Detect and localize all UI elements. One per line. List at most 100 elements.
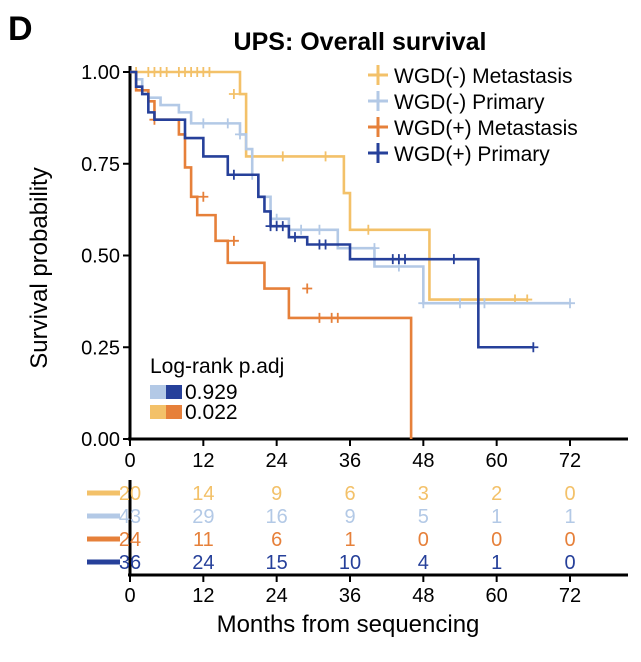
- risk-count: 0: [564, 552, 575, 574]
- censor-mark: [363, 224, 374, 235]
- censor-mark: [296, 224, 307, 235]
- legend-label: WGD(-) Primary: [394, 91, 545, 114]
- legend-marker: [368, 143, 388, 163]
- censor-mark: [228, 169, 239, 180]
- survival-curve: [130, 70, 528, 301]
- censor-mark: [222, 118, 233, 129]
- pvalue-primary: 0.929: [185, 381, 238, 404]
- risk-count: 0: [418, 529, 429, 551]
- censor-mark: [369, 243, 380, 254]
- risk-count: 4: [418, 552, 429, 574]
- risk-count: 10: [339, 552, 361, 574]
- censor-mark: [479, 298, 490, 309]
- censor-mark: [565, 298, 575, 309]
- legend-marker: [368, 91, 388, 111]
- survival-curve: [130, 70, 534, 349]
- risk-count: 24: [119, 529, 141, 551]
- risk-count: 16: [266, 506, 288, 528]
- y-tick-label: 0.50: [81, 246, 120, 268]
- risk-x-tick-label: 48: [412, 585, 434, 607]
- legend-marker: [368, 65, 388, 85]
- censor-mark: [290, 232, 300, 243]
- censor-mark: [528, 342, 539, 353]
- y-tick-label: 0.25: [81, 337, 120, 359]
- x-tick-label: 36: [339, 450, 361, 472]
- chart-title: UPS: Overall survival: [234, 28, 487, 56]
- x-tick-label: 60: [486, 450, 508, 472]
- pvalue-swatch-met-light: [150, 405, 166, 419]
- censor-mark: [314, 312, 325, 323]
- censor-mark: [302, 283, 313, 294]
- risk-count: 3: [418, 483, 429, 505]
- risk-count: 9: [271, 483, 282, 505]
- risk-count: 0: [491, 529, 502, 551]
- risk-count: 20: [119, 483, 141, 505]
- risk-count: 1: [491, 552, 502, 574]
- censor-mark: [455, 298, 465, 309]
- censor-mark: [320, 151, 331, 162]
- censor-mark: [198, 118, 209, 129]
- risk-count: 1: [564, 506, 575, 528]
- censor-mark: [332, 312, 343, 323]
- y-tick-label: 0.75: [81, 154, 120, 176]
- risk-count: 1: [491, 506, 502, 528]
- pvalue-title: Log-rank p.adj: [150, 355, 284, 378]
- risk-count: 43: [119, 506, 141, 528]
- pvalue-swatch-met-dark: [166, 405, 182, 419]
- censor-mark: [198, 191, 209, 202]
- pvalue-metastasis: 0.022: [185, 401, 238, 424]
- risk-count: 2: [491, 483, 502, 505]
- legend-marker: [368, 117, 388, 137]
- risk-count: 11: [193, 529, 214, 551]
- censor-mark: [228, 89, 239, 100]
- y-tick-label: 0.00: [81, 429, 120, 451]
- risk-count: 6: [344, 483, 355, 505]
- pvalue-swatch-primary-light: [150, 385, 166, 399]
- censor-mark: [320, 239, 331, 250]
- censor-mark: [277, 221, 288, 232]
- panel-label: D: [8, 10, 33, 48]
- risk-table: 20 14 9 6 3 2 043 29 16 9 5 1 124 11 6 1 0 0 036 24 15 10 4 1 00…: [87, 480, 628, 607]
- legend-label: WGD(+) Primary: [394, 143, 550, 166]
- legend: WGD(-) Metastasis WGD(-) Primary WGD(+) Me…: [368, 65, 578, 166]
- censor-mark: [418, 298, 429, 309]
- risk-x-tick-label: 72: [559, 585, 581, 607]
- y-tick-label: 1.00: [81, 62, 120, 84]
- censor-mark: [400, 254, 410, 265]
- x-tick-label: 24: [266, 450, 288, 472]
- plot-area: 0.00 0.25 0.50 0.75 1.00 0 12 24 36 48 60 72: [81, 62, 628, 472]
- pvalue-swatch-primary-dark: [166, 385, 182, 399]
- censor-mark: [204, 67, 215, 77]
- risk-count: 5: [418, 506, 429, 528]
- risk-count: 1: [344, 529, 355, 551]
- censor-mark: [277, 151, 288, 162]
- risk-x-tick-label: 36: [339, 585, 361, 607]
- x-tick-label: 12: [192, 450, 214, 472]
- risk-x-tick-label: 60: [486, 585, 508, 607]
- risk-count: 36: [119, 552, 141, 574]
- risk-count: 29: [192, 506, 214, 528]
- censor-mark: [448, 254, 459, 265]
- x-tick-label: 0: [124, 450, 135, 472]
- risk-count: 0: [564, 529, 575, 551]
- risk-x-tick-label: 0: [124, 585, 135, 607]
- risk-count: 0: [564, 483, 575, 505]
- x-tick-label: 48: [412, 450, 434, 472]
- risk-x-tick-label: 24: [266, 585, 288, 607]
- risk-x-tick-label: 12: [192, 585, 214, 607]
- censor-mark: [161, 67, 172, 77]
- legend-label: WGD(-) Metastasis: [394, 65, 573, 88]
- risk-count: 14: [192, 483, 214, 505]
- censor-mark: [314, 224, 325, 235]
- censor-mark: [235, 129, 245, 140]
- censor-mark: [228, 235, 239, 246]
- y-axis-label: Survival probability: [26, 167, 53, 368]
- risk-count: 15: [266, 552, 288, 574]
- risk-count: 24: [192, 552, 214, 574]
- x-axis-label: Months from sequencing: [217, 611, 480, 638]
- legend-label: WGD(+) Metastasis: [394, 117, 578, 140]
- risk-count: 9: [344, 506, 355, 528]
- x-tick-label: 72: [559, 450, 581, 472]
- risk-count: 6: [271, 529, 282, 551]
